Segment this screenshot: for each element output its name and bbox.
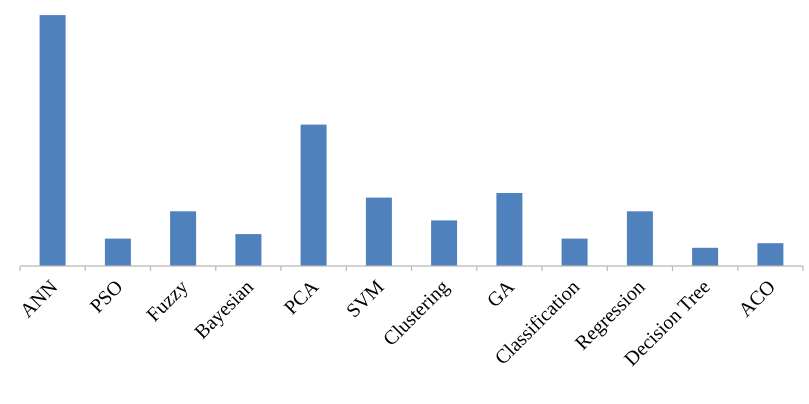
bar-aco (757, 243, 784, 266)
bar-ann (39, 15, 66, 266)
x-tick-label-aco: ACO (735, 276, 780, 321)
x-tick-label-bayesian: Bayesian (191, 276, 258, 343)
x-tick-label-svm: SVM (342, 276, 388, 322)
bar-clustering (431, 220, 458, 266)
bar-pca (300, 124, 327, 266)
x-tick-label-fuzzy: Fuzzy (143, 276, 193, 326)
bar-pso (104, 238, 131, 266)
bar-bayesian (235, 234, 262, 266)
x-tick-label-ga: GA (483, 276, 519, 312)
x-axis (19, 265, 804, 271)
x-tick-label-pca: PCA (280, 276, 323, 319)
bar-decision-tree (692, 247, 719, 266)
bars-group (39, 15, 784, 266)
bar-regression (626, 211, 653, 266)
bar-svm (365, 197, 392, 266)
bar-fuzzy (170, 211, 197, 266)
x-tick-label-pso: PSO (86, 276, 128, 318)
bar-ga (496, 193, 523, 266)
x-tick-label-clustering: Clustering (379, 276, 453, 350)
x-tick-label-ann: ANN (16, 276, 62, 322)
bar-classification (561, 238, 588, 266)
